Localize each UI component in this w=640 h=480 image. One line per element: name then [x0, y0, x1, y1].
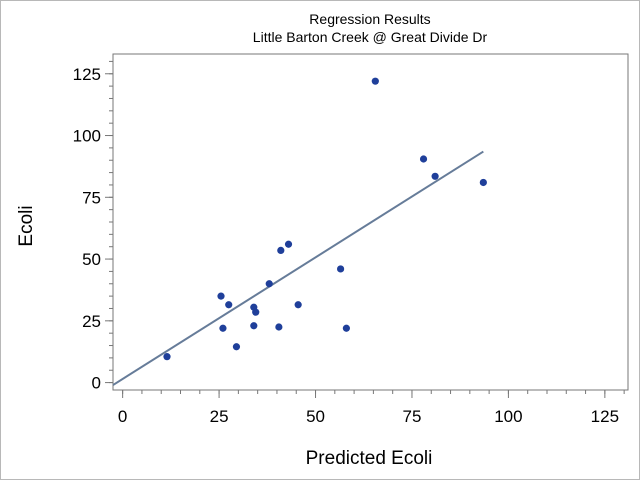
y-tick-label: 0	[92, 374, 101, 393]
y-tick-label: 50	[82, 250, 101, 269]
x-tick-label: 75	[403, 407, 422, 426]
data-point	[275, 323, 283, 331]
data-point	[163, 353, 171, 361]
x-tick-label: 125	[591, 407, 619, 426]
x-tick-label: 50	[306, 407, 325, 426]
data-point	[419, 155, 428, 163]
data-point	[252, 308, 260, 316]
data-point	[479, 178, 487, 187]
data-point	[371, 77, 379, 85]
y-tick-labels: 0 25 50 75 100 125	[73, 65, 101, 393]
chart-subtitle: Little Barton Creek @ Great Divide Dr	[252, 29, 488, 45]
x-tick-label: 25	[210, 407, 229, 426]
regression-fit-line	[112, 150, 484, 386]
minor-ticks	[109, 60, 625, 394]
data-point	[219, 324, 227, 332]
data-point	[342, 324, 350, 332]
data-point	[284, 240, 293, 248]
data-point	[431, 172, 439, 180]
data-point	[250, 322, 258, 330]
x-tick-label: 0	[118, 407, 127, 426]
y-axis-label: Ecoli	[16, 205, 37, 246]
x-tick-label: 100	[494, 407, 522, 426]
data-point	[294, 301, 302, 309]
data-point	[217, 292, 225, 300]
y-tick-label: 75	[82, 188, 101, 207]
x-axis-label: Predicted Ecoli	[306, 448, 433, 469]
data-point	[225, 301, 233, 309]
data-point	[232, 343, 241, 351]
x-tick-labels: 0 25 50 75 100 125	[118, 407, 619, 426]
chart-title: Regression Results	[309, 11, 431, 27]
data-point	[277, 246, 285, 255]
y-tick-label: 125	[73, 65, 101, 84]
data-points	[163, 77, 487, 361]
y-tick-label: 25	[82, 312, 101, 331]
data-point	[337, 265, 345, 273]
plot-area	[112, 53, 629, 391]
y-tick-label: 100	[73, 127, 101, 146]
major-ticks	[105, 73, 606, 398]
chart-title-block: Regression Results Little Barton Creek @…	[0, 10, 640, 46]
data-point	[265, 280, 273, 288]
